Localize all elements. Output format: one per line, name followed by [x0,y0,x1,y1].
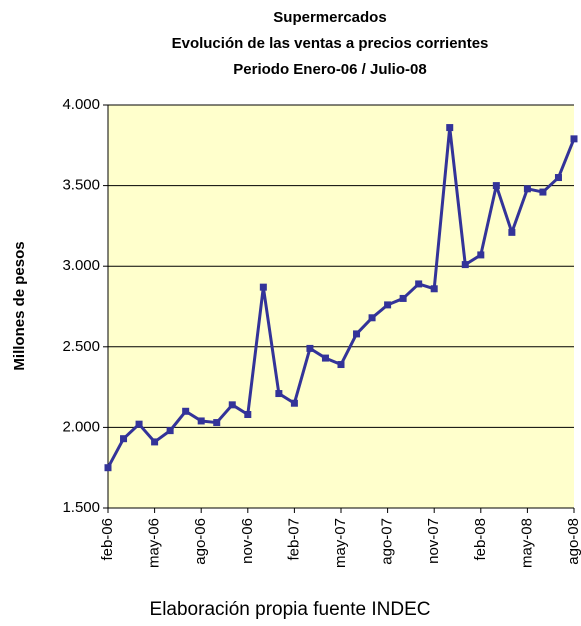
data-point [244,411,252,419]
x-tick-label: may-08 [518,518,535,568]
chart-title: Periodo Enero-06 / Julio-08 [233,61,426,78]
x-tick-label: ago-08 [565,518,581,565]
data-point [570,135,578,143]
data-point [399,294,407,302]
data-point [228,401,236,409]
data-point [275,390,283,398]
y-tick-label: 1.500 [62,499,100,516]
data-point [508,228,516,236]
data-point [166,427,174,435]
data-point [120,435,128,443]
x-tick-label: ago-06 [192,518,209,565]
data-point [213,419,221,427]
data-point [321,354,329,362]
chart-title: Supermercados [273,9,386,26]
data-point [259,283,267,291]
data-point [306,344,314,352]
data-point [353,330,361,338]
data-point [477,251,485,259]
data-point [446,124,454,132]
y-tick-label: 4.000 [62,96,100,113]
x-tick-label: nov-07 [425,518,442,564]
x-tick-label: feb-06 [99,518,116,561]
data-point [151,438,159,446]
data-point [368,314,376,322]
chart-title: Evolución de las ventas a precios corrie… [172,35,489,52]
x-tick-label: may-06 [146,518,163,568]
x-tick-label: feb-08 [472,518,489,561]
y-axis-label: Millones de pesos [11,241,28,370]
data-point [430,285,438,293]
x-tick-label: nov-06 [239,518,256,564]
data-point [197,417,205,425]
data-point [461,261,469,269]
data-point [384,301,392,309]
y-tick-label: 3.500 [62,177,100,194]
data-point [135,420,143,428]
plot-area [108,105,574,508]
y-tick-label: 3.000 [62,257,100,274]
y-tick-label: 2.000 [62,418,100,435]
data-point [523,185,531,193]
x-tick-label: feb-07 [285,518,302,561]
x-tick-label: may-07 [332,518,349,568]
data-point [554,174,562,182]
x-axis-label: Elaboración propia fuente INDEC [150,599,431,620]
data-point [415,280,423,288]
y-tick-label: 2.500 [62,338,100,355]
data-point [337,361,345,369]
data-point [182,407,190,415]
data-point [539,188,547,196]
data-point [104,464,112,472]
data-point [290,399,298,407]
x-tick-label: ago-07 [379,518,396,565]
data-point [492,182,500,190]
